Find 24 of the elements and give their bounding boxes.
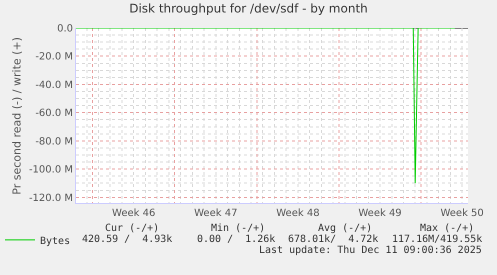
x-tick-label: Week 47 [194,208,238,219]
y-tick-label: -60.0 M [35,108,73,120]
text: Cur (-/+) [105,223,160,234]
legend-label: Bytes [40,236,70,247]
text: Last update: Thu Dec 11 09:00:36 2025 [259,245,482,256]
y-axis-title: Pr second read (-) / write (+) [10,37,24,195]
y-tick-label: -80.0 M [35,136,73,148]
y-tick-label: -100.0 M [28,164,73,176]
y-tick-label: -120.0 M [28,192,73,204]
x-tick-label: Week 46 [112,208,156,219]
x-tick-label: Week 49 [358,208,402,219]
y-tick-label: -20.0 M [35,52,73,63]
y-tick-label: -40.0 M [35,80,73,91]
text: 117.16M/419.55k [392,234,482,245]
chart-title: Disk throughput for /dev/sdf - by month [129,2,368,16]
text: Avg (-/+) [318,223,372,234]
y-tick-label: 0.0 [57,24,73,34]
x-tick-label: Week 50 [440,208,484,219]
x-tick-label: Week 48 [276,208,320,219]
text: Min (-/+) [211,223,266,234]
text: 420.59 / 4.93k [82,234,172,245]
text: 0.00 / 1.26k [197,234,276,245]
text: Max (-/+) [420,223,474,234]
text: 678.01k/ 4.72k [288,234,378,245]
